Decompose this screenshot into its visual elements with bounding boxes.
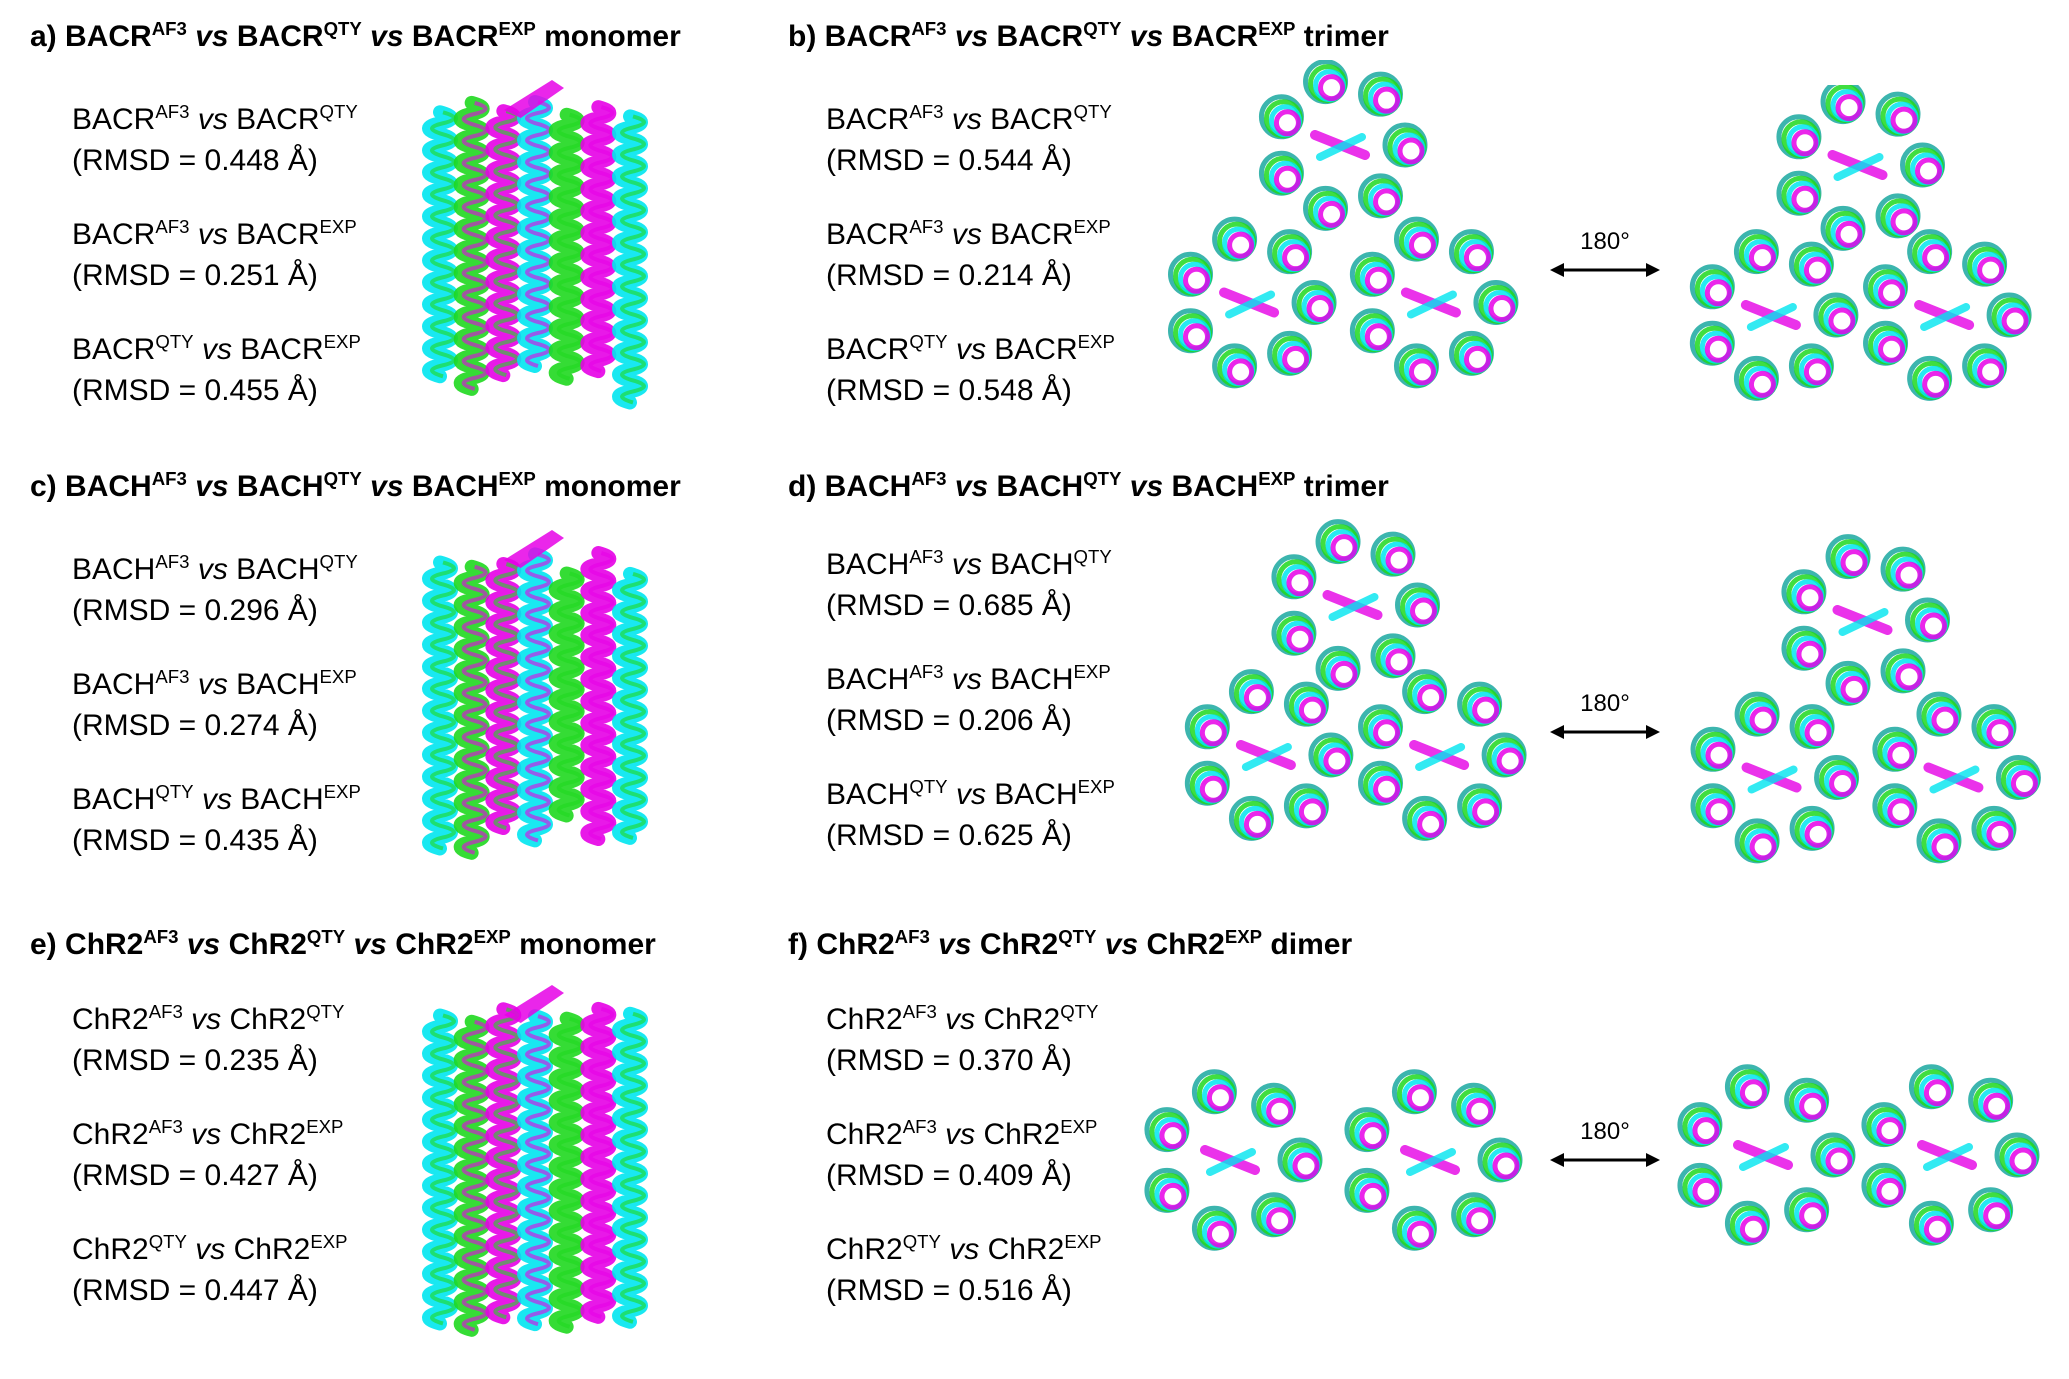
rmsd-value: (RMSD = 0.448 Å) — [72, 143, 318, 177]
panel-c-monomer-structure — [422, 530, 648, 860]
rmsd-value: (RMSD = 0.296 Å) — [72, 593, 318, 627]
panel-d-comparison-3: BACHQTY vs BACHEXP (RMSD = 0.625 Å) — [826, 775, 1115, 856]
panel-b-title: b) BACRAF3 vs BACRQTY vs BACREXP trimer — [788, 18, 1389, 53]
rmsd-value: (RMSD = 0.370 Å) — [826, 1043, 1072, 1077]
rmsd-value: (RMSD = 0.409 Å) — [826, 1158, 1072, 1192]
panel-e-comparison-3: ChR2QTY vs ChR2EXP (RMSD = 0.447 Å) — [72, 1230, 348, 1311]
panel-d-title: d) BACHAF3 vs BACHQTY vs BACHEXP trimer — [788, 468, 1389, 503]
panel-e-title: e) ChR2AF3 vs ChR2QTY vs ChR2EXP monomer — [30, 926, 656, 961]
rotation-label: 180° — [1580, 228, 1630, 255]
panel-a-title: a) BACRAF3 vs BACRQTY vs BACREXP monomer — [30, 18, 681, 53]
double-arrow-icon — [1550, 263, 1660, 277]
helix-ring — [1144, 1069, 1523, 1251]
double-arrow-icon — [1550, 1153, 1660, 1167]
panel-e-monomer-structure — [422, 985, 648, 1337]
helix-ring — [1168, 60, 1519, 389]
rotation-label: 180° — [1580, 690, 1630, 717]
panel-d-trimer-front-structure — [1184, 519, 1527, 841]
panel-a-monomer-structure — [422, 80, 648, 410]
panel-d-trimer-back-structure — [1690, 534, 2041, 864]
panel-f-dimer-back-structure — [1677, 1064, 2040, 1246]
rmsd-value: (RMSD = 0.206 Å) — [826, 703, 1072, 737]
panel-b-comparison-2: BACRAF3 vs BACREXP (RMSD = 0.214 Å) — [826, 215, 1111, 296]
rmsd-value: (RMSD = 0.427 Å) — [72, 1158, 318, 1192]
panel-b-comparison-1: BACRAF3 vs BACRQTY (RMSD = 0.544 Å) — [826, 100, 1112, 181]
panel-c-comparison-1: BACHAF3 vs BACHQTY (RMSD = 0.296 Å) — [72, 550, 358, 631]
helix-bundle — [422, 985, 648, 1337]
panel-f-comparison-2: ChR2AF3 vs ChR2EXP (RMSD = 0.409 Å) — [826, 1115, 1097, 1196]
panel-b-trimer-front-structure — [1168, 60, 1519, 389]
panel-f-comparison-1: ChR2AF3 vs ChR2QTY (RMSD = 0.370 Å) — [826, 1000, 1098, 1081]
panel-e-comparison-1: ChR2AF3 vs ChR2QTY (RMSD = 0.235 Å) — [72, 1000, 344, 1081]
helix-ring — [1690, 534, 2041, 864]
panel-f-comparison-3: ChR2QTY vs ChR2EXP (RMSD = 0.516 Å) — [826, 1230, 1102, 1311]
rmsd-value: (RMSD = 0.625 Å) — [826, 818, 1072, 852]
rmsd-value: (RMSD = 0.435 Å) — [72, 823, 318, 857]
rmsd-value: (RMSD = 0.516 Å) — [826, 1273, 1072, 1307]
helix-ring — [1184, 519, 1527, 841]
rmsd-value: (RMSD = 0.548 Å) — [826, 373, 1072, 407]
rmsd-value: (RMSD = 0.251 Å) — [72, 258, 318, 292]
rmsd-value: (RMSD = 0.455 Å) — [72, 373, 318, 407]
double-arrow-icon — [1550, 725, 1660, 739]
helix-ring — [1677, 1064, 2040, 1246]
rmsd-value: (RMSD = 0.214 Å) — [826, 258, 1072, 292]
panel-b-comparison-3: BACRQTY vs BACREXP (RMSD = 0.548 Å) — [826, 330, 1115, 411]
panel-a-comparison-3: BACRQTY vs BACREXP (RMSD = 0.455 Å) — [72, 330, 361, 411]
rmsd-value: (RMSD = 0.544 Å) — [826, 143, 1072, 177]
panel-f-title: f) ChR2AF3 vs ChR2QTY vs ChR2EXP dimer — [788, 926, 1353, 961]
rotation-indicator-d: 180° — [1545, 690, 1665, 742]
helix-bundle — [422, 530, 648, 860]
panel-a-comparison-1: BACRAF3 vs BACRQTY (RMSD = 0.448 Å) — [72, 100, 358, 181]
panel-b-trimer-back-structure — [1689, 85, 2032, 401]
panel-d-comparison-1: BACHAF3 vs BACHQTY (RMSD = 0.685 Å) — [826, 545, 1112, 626]
panel-d-comparison-2: BACHAF3 vs BACHEXP (RMSD = 0.206 Å) — [826, 660, 1111, 741]
panel-f-dimer-front-structure — [1144, 1069, 1523, 1251]
helix-bundle — [422, 80, 648, 410]
rmsd-value: (RMSD = 0.447 Å) — [72, 1273, 318, 1307]
panel-a-comparison-2: BACRAF3 vs BACREXP (RMSD = 0.251 Å) — [72, 215, 357, 296]
rmsd-value: (RMSD = 0.274 Å) — [72, 708, 318, 742]
rmsd-value: (RMSD = 0.235 Å) — [72, 1043, 318, 1077]
rotation-indicator-f: 180° — [1545, 1118, 1665, 1170]
panel-c-title: c) BACHAF3 vs BACHQTY vs BACHEXP monomer — [30, 468, 681, 503]
panel-e-comparison-2: ChR2AF3 vs ChR2EXP (RMSD = 0.427 Å) — [72, 1115, 343, 1196]
panel-c-comparison-2: BACHAF3 vs BACHEXP (RMSD = 0.274 Å) — [72, 665, 357, 746]
rotation-label: 180° — [1580, 1118, 1630, 1145]
rotation-indicator-b: 180° — [1545, 228, 1665, 280]
rmsd-value: (RMSD = 0.685 Å) — [826, 588, 1072, 622]
helix-ring — [1689, 85, 2032, 401]
panel-c-comparison-3: BACHQTY vs BACHEXP (RMSD = 0.435 Å) — [72, 780, 361, 861]
